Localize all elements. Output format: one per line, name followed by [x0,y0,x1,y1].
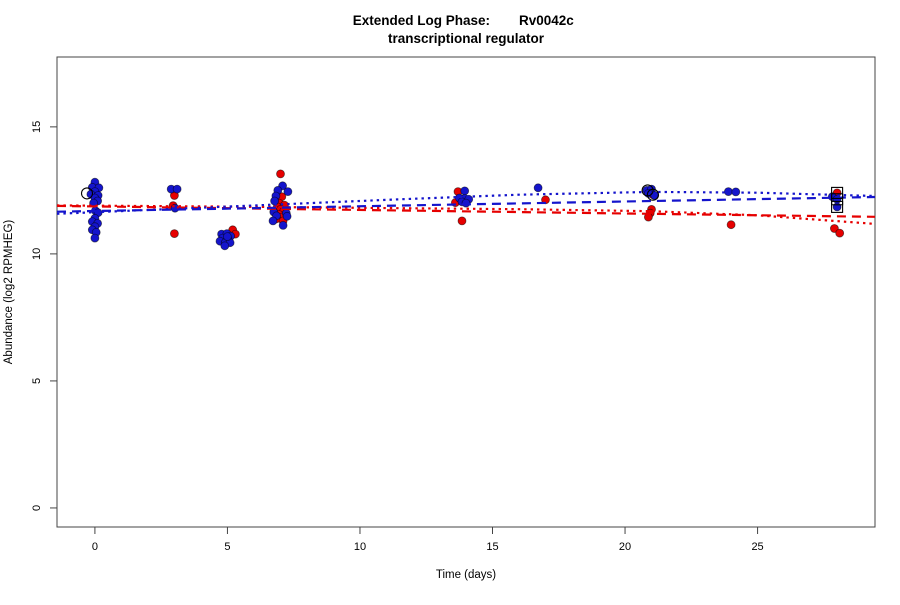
data-point-blue [90,233,100,243]
flag-open-square [831,200,844,213]
x-tick-label: 5 [224,541,230,553]
trend-lines [56,190,876,225]
y-tick-label: 0 [31,505,43,511]
plot-border [56,56,876,528]
data-point-blue [724,187,733,197]
flag-open-square [831,186,844,199]
data-point-blue [278,220,288,230]
chart-title-gene: Rv0042c [519,13,574,28]
data-point-blue [222,232,232,242]
data-point-red [835,228,845,238]
x-tick-label: 25 [751,541,763,553]
data-point-red [457,216,467,226]
x-tick-label: 10 [354,541,366,553]
y-tick-label: 10 [31,248,43,260]
y-tick-label: 5 [31,378,43,384]
flag-open-square [831,193,844,206]
data-point-red [726,220,736,230]
data-point-blue [172,184,182,194]
y-tick-label: 15 [31,121,43,133]
x-tick-label: 20 [619,541,631,553]
data-point-blue [460,186,470,196]
outlier-markers [80,184,844,213]
x-axis: 0 5 10 15 20 25 [92,527,764,553]
trend-line-blue-longdash [56,195,876,213]
data-point-blue [268,216,278,226]
data-point-red [276,169,285,179]
data-point-blue [461,198,471,208]
flag-open-circle [80,187,94,200]
y-axis-label: Abundance (log2 RPMHEG) [3,220,15,365]
trend-line-red-dotted [56,204,876,225]
data-point-red [169,229,179,239]
x-axis-label: Time (days) [436,569,496,581]
x-tick-label: 15 [486,541,498,553]
data-point-blue [282,211,292,221]
flag-open-circle [646,188,659,201]
chart-title-line2: transcriptional regulator [388,31,545,46]
trend-line-blue-dotted [56,190,876,215]
data-point-blue [832,202,842,212]
chart-title-prefix: Extended Log Phase: [353,13,490,28]
data-point-blue [283,187,293,197]
y-axis: 0 5 10 15 [31,121,57,511]
x-tick-label: 0 [92,541,98,553]
data-point-blue [220,241,230,251]
data-point-blue [533,183,543,193]
data-point-blue [832,194,842,204]
